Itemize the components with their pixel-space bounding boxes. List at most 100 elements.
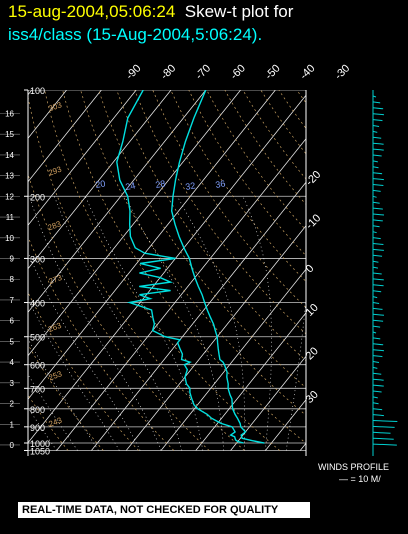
- quality-disclaimer: REAL-TIME DATA, NOT CHECKED FOR QUALITY: [18, 502, 310, 518]
- isotherm-line: [91, 181, 306, 451]
- dry-adiabat-label: 303: [47, 100, 63, 113]
- wind-barb: [372, 431, 391, 434]
- pressure-tick-label: 400: [30, 299, 45, 309]
- plot-area: [28, 90, 306, 451]
- height-tick-label: 2: [10, 400, 15, 409]
- height-tick-label: 7: [10, 296, 15, 305]
- chart-title: Skew-t plot for: [184, 2, 294, 21]
- moist-adiabat: [29, 196, 162, 451]
- wind-barb: [372, 390, 382, 393]
- height-tick-label: 9: [10, 255, 15, 264]
- height-tick-label: 14: [5, 151, 14, 160]
- wind-barb: [372, 272, 382, 275]
- isotherm-line: [230, 355, 306, 451]
- dry-adiabat: [170, 90, 306, 282]
- pressure-tick-label: 900: [30, 423, 45, 433]
- wind-barb: [372, 166, 379, 169]
- wind-barb: [372, 372, 382, 375]
- dry-adiabat: [28, 343, 104, 451]
- height-tick-label: 1: [10, 420, 15, 429]
- dry-adiabat: [28, 291, 139, 451]
- isotherm-line: [28, 90, 33, 96]
- height-tick-label: 0: [10, 441, 15, 450]
- dry-adiabat-label: 283: [47, 219, 63, 232]
- wind-barb: [372, 266, 379, 269]
- dry-adiabat-label: 263: [47, 321, 63, 334]
- wind-barb: [372, 207, 383, 210]
- isotherm-label: -40: [298, 62, 318, 82]
- wind-barb: [372, 443, 397, 446]
- height-tick-label: 3: [10, 379, 15, 388]
- wind-barb: [372, 378, 384, 381]
- height-tick-label: 15: [5, 130, 14, 139]
- wind-barb: [372, 189, 381, 192]
- isotherm-label: -50: [263, 62, 283, 82]
- dry-adiabat: [188, 90, 306, 257]
- isotherm-label: -70: [193, 62, 213, 82]
- pressure-tick-label: 200: [30, 192, 45, 202]
- moist-adiabat: [54, 196, 183, 451]
- wind-barb: [372, 319, 384, 322]
- wind-barb: [372, 284, 384, 287]
- height-tick-label: 4: [10, 358, 15, 367]
- isotherm-label: -80: [159, 62, 179, 82]
- wind-barb: [372, 296, 378, 299]
- wind-barb: [372, 248, 384, 251]
- wind-barb: [372, 225, 380, 228]
- mixing-ratio-label: 24: [125, 180, 137, 192]
- wind-barb: [372, 260, 379, 263]
- pressure-tick-label: 300: [30, 254, 45, 264]
- wind-barb: [372, 107, 384, 110]
- wind-barb: [372, 154, 382, 157]
- wind-barb: [372, 148, 384, 151]
- moist-adiabat: [286, 295, 306, 451]
- wind-barb: [372, 343, 384, 346]
- moist-adiabat: [124, 196, 224, 451]
- wind-barb: [372, 243, 384, 245]
- dry-adiabat: [134, 90, 306, 335]
- dry-adiabat: [28, 173, 210, 451]
- wind-barb: [372, 402, 379, 405]
- mixing-ratio-label: 20: [95, 178, 107, 190]
- dry-adiabat: [80, 90, 306, 416]
- wind-barb: [372, 201, 380, 204]
- wind-barb: [372, 366, 378, 369]
- dry-adiabat-label: 253: [48, 369, 64, 382]
- wind-barb: [372, 195, 377, 198]
- wind-scale-label: — = 10 M/: [339, 474, 381, 484]
- dry-adiabat: [116, 90, 306, 362]
- wind-barb: [372, 325, 381, 328]
- wind-barb: [372, 290, 382, 293]
- wind-barb: [372, 254, 383, 257]
- wind-barb: [372, 231, 377, 234]
- height-tick-label: 12: [5, 192, 14, 201]
- wind-barb: [372, 95, 377, 98]
- isotherm-label: -20: [304, 169, 324, 189]
- pressure-tick-label: 500: [30, 333, 45, 343]
- pressure-tick-label: 100: [30, 86, 45, 96]
- height-tick-label: 10: [5, 234, 14, 243]
- wind-barb: [372, 331, 377, 334]
- moist-adiabat: [242, 196, 272, 451]
- isotherm-line: [125, 225, 306, 451]
- dry-adiabat-label: 293: [47, 164, 63, 177]
- dry-adiabat-label: 243: [48, 416, 64, 429]
- isotherm-line: [160, 268, 306, 451]
- pressure-tick-label: 700: [30, 384, 45, 394]
- isotherm-line: [56, 138, 306, 451]
- dry-adiabat: [62, 90, 306, 444]
- moist-adiabat: [85, 196, 204, 451]
- datetime-label: 15-aug-2004,05:06:24: [8, 2, 176, 21]
- title-line-2: iss4/class (15-Aug-2004,5:06:24).: [8, 25, 262, 45]
- wind-barb: [372, 130, 378, 133]
- height-tick-label: 5: [10, 337, 15, 346]
- wind-barb: [372, 178, 384, 181]
- wind-barb: [372, 437, 394, 440]
- isotherm-line: [28, 90, 102, 183]
- wind-barb: [372, 219, 383, 222]
- pressure-tick-label: 600: [30, 361, 45, 371]
- wind-barb: [372, 313, 385, 316]
- wind-barb: [372, 119, 383, 122]
- dry-adiabat: [98, 90, 306, 389]
